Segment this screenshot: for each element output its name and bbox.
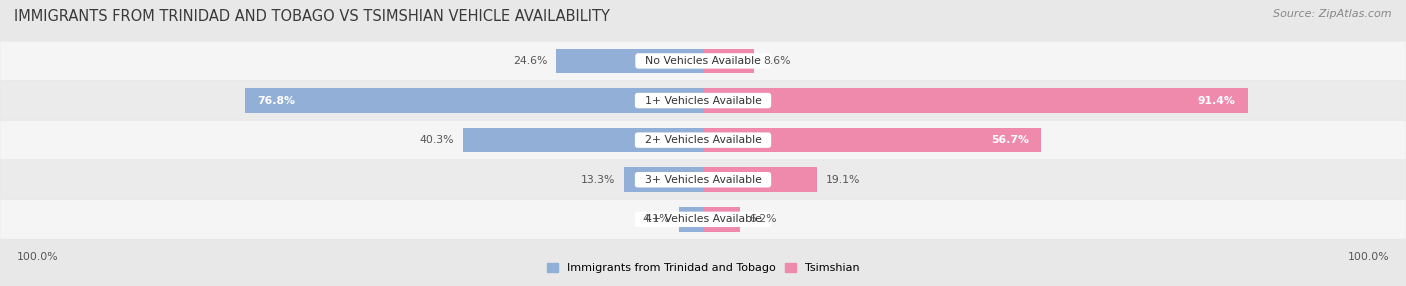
Text: 6.2%: 6.2%	[749, 214, 776, 224]
Bar	[557, 49, 703, 73]
Text: 3+ Vehicles Available: 3+ Vehicles Available	[637, 175, 769, 185]
Bar	[703, 128, 1040, 152]
Bar	[703, 207, 740, 232]
Text: 56.7%: 56.7%	[991, 135, 1029, 145]
Text: 1+ Vehicles Available: 1+ Vehicles Available	[637, 96, 769, 106]
Text: Source: ZipAtlas.com: Source: ZipAtlas.com	[1274, 9, 1392, 19]
Text: 4.1%: 4.1%	[643, 214, 669, 224]
Text: 2+ Vehicles Available: 2+ Vehicles Available	[637, 135, 769, 145]
FancyBboxPatch shape	[0, 120, 1406, 160]
FancyBboxPatch shape	[0, 200, 1406, 239]
Bar	[703, 49, 754, 73]
FancyBboxPatch shape	[0, 81, 1406, 120]
FancyBboxPatch shape	[0, 41, 1406, 81]
Bar	[703, 88, 1247, 113]
Bar	[246, 88, 703, 113]
Bar	[624, 168, 703, 192]
Bar	[463, 128, 703, 152]
Text: 4+ Vehicles Available: 4+ Vehicles Available	[637, 214, 769, 224]
Text: 100.0%: 100.0%	[1347, 253, 1389, 262]
Text: 100.0%: 100.0%	[17, 253, 59, 262]
Text: IMMIGRANTS FROM TRINIDAD AND TOBAGO VS TSIMSHIAN VEHICLE AVAILABILITY: IMMIGRANTS FROM TRINIDAD AND TOBAGO VS T…	[14, 9, 610, 23]
Text: 76.8%: 76.8%	[257, 96, 295, 106]
Text: 40.3%: 40.3%	[419, 135, 454, 145]
Text: 24.6%: 24.6%	[513, 56, 547, 66]
Text: 13.3%: 13.3%	[581, 175, 614, 185]
Text: No Vehicles Available: No Vehicles Available	[638, 56, 768, 66]
Text: 19.1%: 19.1%	[825, 175, 860, 185]
FancyBboxPatch shape	[0, 160, 1406, 200]
Text: 8.6%: 8.6%	[763, 56, 790, 66]
Bar	[679, 207, 703, 232]
Legend: Immigrants from Trinidad and Tobago, Tsimshian: Immigrants from Trinidad and Tobago, Tsi…	[543, 258, 863, 278]
Bar	[703, 168, 817, 192]
Text: 91.4%: 91.4%	[1198, 96, 1236, 106]
